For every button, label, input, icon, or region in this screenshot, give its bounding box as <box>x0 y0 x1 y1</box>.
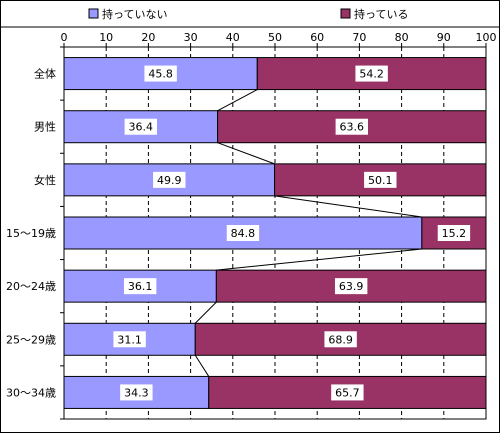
x-tick-label: 50 <box>268 31 282 44</box>
data-label: 68.9 <box>328 333 353 346</box>
data-label: 84.8 <box>231 227 256 240</box>
legend-label: 持っていない <box>102 7 167 21</box>
legend-item-2: 持っている <box>340 7 408 21</box>
legend-item-1: 持っていない <box>88 7 167 21</box>
legend-swatch <box>88 8 99 19</box>
x-tick-label: 100 <box>476 31 497 44</box>
data-label-box <box>124 118 158 135</box>
data-label: 49.9 <box>157 174 182 187</box>
data-label: 31.1 <box>117 333 142 346</box>
data-label-box <box>324 331 357 348</box>
x-tick-label: 30 <box>184 31 198 44</box>
series-line <box>217 89 258 112</box>
series-line <box>216 248 422 271</box>
data-label-box <box>355 65 388 82</box>
category-label: 30〜34歳 <box>6 386 56 399</box>
data-label-box <box>113 331 146 348</box>
data-label-box <box>153 171 186 188</box>
legend-label: 持っている <box>354 7 408 21</box>
x-tick-label: 90 <box>437 31 451 44</box>
data-label: 34.3 <box>124 386 149 399</box>
category-label: 25〜29歳 <box>6 333 56 346</box>
category-label: 男性 <box>34 120 56 134</box>
x-tick-label: 10 <box>99 31 113 44</box>
category-label: 15〜19歳 <box>6 227 56 240</box>
category-label: 全体 <box>34 67 56 81</box>
x-tick-label: 20 <box>141 31 155 44</box>
data-label: 36.1 <box>128 280 153 293</box>
data-label-box <box>437 225 471 241</box>
data-label: 63.9 <box>339 280 364 293</box>
x-tick-label: 60 <box>310 31 324 44</box>
data-label: 15.2 <box>442 227 467 240</box>
data-label-box <box>334 278 368 295</box>
legend-swatch <box>340 8 351 19</box>
data-label-box <box>331 384 364 401</box>
data-label: 50.1 <box>368 174 393 187</box>
data-label: 45.8 <box>148 68 173 81</box>
series-line <box>274 195 422 218</box>
data-label-box <box>335 118 369 135</box>
data-label: 36.4 <box>129 121 154 134</box>
data-label-box <box>144 65 177 82</box>
series-line <box>217 142 275 165</box>
legend: 持っていない 持っている <box>1 7 500 28</box>
series-line <box>194 301 217 324</box>
data-label: 65.7 <box>335 386 360 399</box>
data-label-box <box>364 171 397 188</box>
data-label: 54.2 <box>359 68 384 81</box>
category-label: 女性 <box>34 173 56 187</box>
data-label-box <box>226 225 260 241</box>
x-tick-label: 80 <box>395 31 409 44</box>
data-label: 63.6 <box>340 121 365 134</box>
category-label: 20〜24歳 <box>6 280 56 293</box>
series-line <box>194 355 210 377</box>
x-tick-label: 0 <box>61 31 68 44</box>
data-label-box <box>120 384 153 401</box>
x-tick-label: 40 <box>226 31 240 44</box>
data-label-box <box>123 278 157 295</box>
x-tick-label: 70 <box>352 31 366 44</box>
